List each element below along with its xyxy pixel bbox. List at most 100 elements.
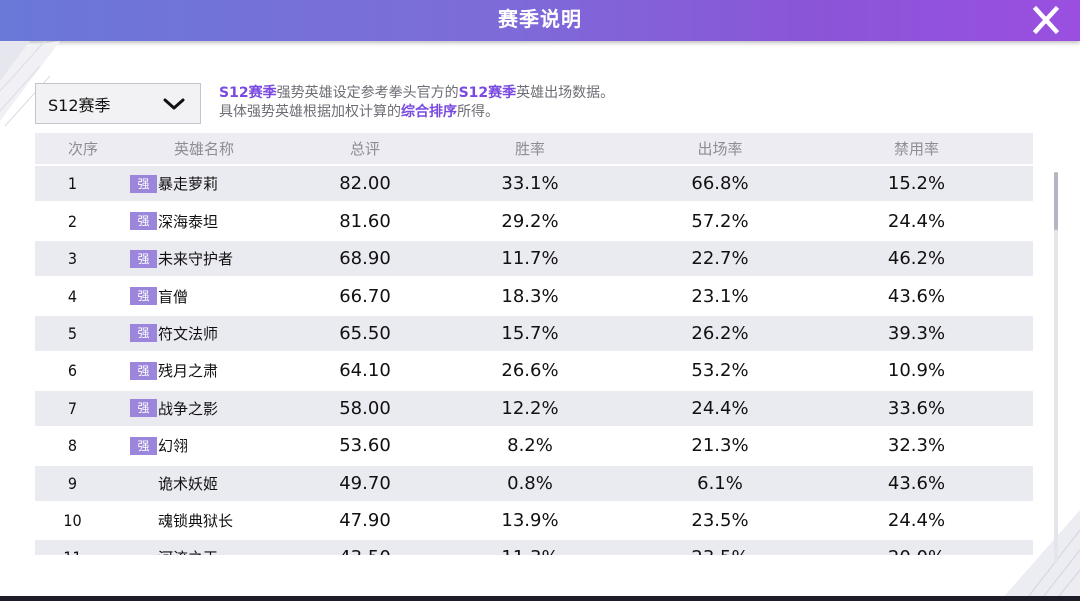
hero-name: 盲僧 (158, 287, 189, 306)
hero-name: 残月之肃 (158, 362, 219, 381)
ban-rate-cell: 43.6% (887, 285, 946, 307)
win-rate-cell: 12.2% (501, 397, 559, 419)
win-rate-cell: 11.7% (501, 248, 559, 270)
rank-cell: 5 (67, 323, 78, 343)
scrollbar[interactable] (1054, 172, 1058, 562)
season-dropdown[interactable]: S12赛季 (35, 83, 201, 124)
hero-name: 暴走萝莉 (158, 175, 219, 194)
rank-cell: 4 (67, 286, 78, 306)
pick-rate-cell: 66.8% (691, 173, 749, 195)
strong-badge: 强 (130, 287, 157, 306)
strong-badge: 强 (130, 324, 157, 343)
header-rank: 次序 (68, 140, 99, 158)
hero-name-cell: 强深海泰坦 (110, 211, 310, 232)
win-rate-cell: 0.8% (507, 472, 553, 494)
description-text: 英雄出场数据。 (516, 85, 615, 101)
description-text: 所得。 (457, 104, 499, 120)
hero-name: 魂锁典狱长 (158, 511, 234, 530)
pick-rate-cell: 23.5% (691, 509, 749, 531)
scrollbar-thumb[interactable] (1054, 172, 1058, 230)
highlight-text: 综合排序 (401, 104, 457, 120)
rank-cell: 9 (67, 473, 78, 493)
hero-name-cell: 强暴走萝莉 (110, 173, 310, 194)
score-cell: 43.50 (310, 547, 420, 555)
close-icon (1032, 5, 1060, 35)
rank-cell: 6 (67, 361, 78, 381)
hero-name-cell: 魂锁典狱长 (110, 510, 310, 531)
pick-rate-cell: 21.3% (691, 435, 749, 457)
hero-name-cell: 强未来守护者 (110, 248, 310, 269)
header-win-rate: 胜率 (514, 140, 545, 158)
table-header: 次序 英雄名称 总评 胜率 出场率 禁用率 (35, 133, 1033, 164)
score-cell: 53.60 (339, 435, 391, 457)
strong-badge: 强 (130, 174, 157, 193)
chevron-down-icon (163, 98, 185, 109)
hero-name: 战争之影 (158, 399, 219, 418)
ban-rate-cell: 24.4% (887, 210, 946, 232)
pick-rate-cell: 6.1% (697, 472, 743, 494)
season-description: S12赛季强势英雄设定参考拳头官方的S12赛季英雄出场数据。 具体强势英雄根据加… (219, 84, 919, 122)
score-cell: 64.10 (339, 360, 391, 382)
strong-badge: 强 (130, 399, 157, 418)
highlight-text: S12赛季 (458, 85, 517, 101)
ban-rate-cell: 39.3% (887, 322, 946, 344)
table-row: 9 诡术妖姬 49.70 0.8% 6.1% 43.6% (35, 465, 1033, 501)
score-cell: 82.00 (339, 173, 391, 195)
rank-cell: 11 (35, 548, 110, 555)
description-line-2: 具体强势英雄根据加权计算的综合排序所得。 (219, 103, 919, 122)
season-dropdown-value: S12赛季 (48, 95, 111, 115)
table-row: 1 强暴走萝莉 82.00 33.1% 66.8% 15.2% (35, 166, 1033, 202)
ban-rate-cell: 43.6% (887, 472, 946, 494)
table-row: 3 强未来守护者 68.90 11.7% 22.7% 46.2% (35, 241, 1033, 277)
score-cell: 58.00 (339, 397, 391, 419)
ban-rate-cell: 15.2% (887, 173, 946, 195)
hero-stats-table[interactable]: 次序 英雄名称 总评 胜率 出场率 禁用率 1 强暴走萝莉 82.00 33.1% 66… (35, 133, 1033, 555)
table-row: 10 魂锁典狱长 47.90 13.9% 23.5% 24.4% (35, 502, 1033, 538)
win-rate-cell: 29.2% (501, 210, 559, 232)
ban-rate-cell: 33.6% (887, 397, 946, 419)
table-row: 5 强符文法师 65.50 15.7% 26.2% 39.3% (35, 315, 1033, 351)
table-row: 4 强盲僧 66.70 18.3% 23.1% 43.6% (35, 278, 1033, 314)
win-rate-cell: 33.1% (501, 173, 559, 195)
strong-badge: 强 (130, 212, 157, 231)
hero-name: 幻翎 (158, 437, 189, 456)
ban-rate-cell: 46.2% (887, 248, 946, 270)
table-row: 7 强战争之影 58.00 12.2% 24.4% 33.6% (35, 390, 1033, 426)
strong-badge: 强 (130, 249, 157, 268)
pick-rate-cell: 57.2% (691, 210, 749, 232)
header-bar (0, 0, 1080, 41)
pick-rate-cell: 26.2% (691, 322, 749, 344)
ban-rate-cell: 24.4% (887, 509, 946, 531)
pick-rate-cell: 23.1% (691, 285, 749, 307)
badge-spacer (130, 549, 158, 555)
table-row: 6 强残月之肃 64.10 26.6% 53.2% 10.9% (35, 353, 1033, 389)
description-text: 强势英雄设定参考拳头官方的 (276, 85, 459, 101)
header-score: 总评 (349, 140, 380, 158)
ban-rate-cell: 10.9% (887, 360, 946, 382)
pick-rate-cell: 23.5% (640, 547, 800, 555)
pick-rate-cell: 22.7% (691, 248, 749, 270)
score-cell: 47.90 (339, 509, 391, 531)
rank-cell: 8 (67, 436, 78, 456)
hero-name: 符文法师 (158, 324, 219, 343)
bottom-border (0, 596, 1080, 601)
dialog-title: 赛季说明 (498, 7, 582, 31)
description-text: 具体强势英雄根据加权计算的 (219, 104, 401, 120)
pick-rate-cell: 53.2% (691, 360, 749, 382)
table-row: 2 强深海泰坦 81.60 29.2% 57.2% 24.4% (35, 203, 1033, 239)
badge-spacer (130, 474, 158, 492)
rank-cell: 7 (67, 398, 78, 418)
header-ban-rate: 禁用率 (893, 140, 939, 158)
rank-cell: 3 (67, 249, 78, 269)
table-body: 1 强暴走萝莉 82.00 33.1% 66.8% 15.2% 2 强深海泰坦 81.60 29.… (35, 166, 1033, 555)
close-button[interactable] (1026, 4, 1066, 36)
strong-badge: 强 (130, 436, 157, 455)
hero-name: 深海泰坦 (158, 212, 219, 231)
score-cell: 49.70 (339, 472, 391, 494)
score-cell: 68.90 (339, 248, 391, 270)
hero-name: 诡术妖姬 (158, 474, 219, 493)
win-rate-cell: 11.3% (420, 547, 640, 555)
strong-badge: 强 (130, 361, 157, 380)
win-rate-cell: 15.7% (501, 322, 559, 344)
hero-name-cell: 强战争之影 (110, 398, 310, 419)
